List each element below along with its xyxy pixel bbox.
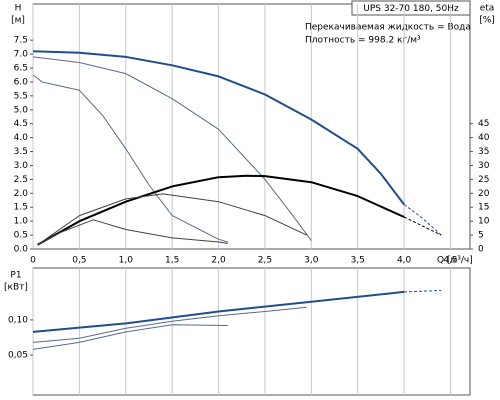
- y-tick-label: 2.5: [14, 175, 28, 185]
- y-tick-label: 4.0: [14, 133, 29, 143]
- y2-tick-label: 0: [478, 245, 484, 255]
- y-axis-label: [м]: [11, 16, 25, 26]
- y2-tick-label: 20: [478, 189, 490, 199]
- curve: [32, 306, 307, 343]
- x-tick-label: 1,0: [119, 256, 134, 266]
- y2-tick-label: 30: [478, 161, 490, 171]
- y-tick-label: 0.0: [14, 245, 29, 255]
- y2-tick-label: 40: [478, 133, 490, 143]
- y-tick-label: 0.5: [14, 231, 28, 241]
- y2-tick-label: 10: [478, 217, 490, 227]
- y2-tick-label: 35: [478, 147, 489, 157]
- y-tick-label: 5.0: [14, 105, 29, 115]
- x-tick-label: 2,5: [258, 256, 272, 266]
- y-tick-label: 3.5: [14, 147, 28, 157]
- x-tick-label: 1,5: [165, 256, 179, 266]
- curve: [404, 290, 442, 293]
- curve: [403, 204, 442, 236]
- curve: [32, 290, 405, 333]
- y-tick-label: 1.0: [14, 217, 29, 227]
- y-tick-label: 7.5: [14, 36, 28, 46]
- y2-tick-label: 15: [478, 203, 489, 213]
- curve: [403, 216, 442, 236]
- curve: [32, 56, 312, 241]
- y2-axis-label: [%]: [479, 16, 495, 26]
- title-box: [351, 0, 471, 16]
- y2-tick-label: 25: [478, 175, 489, 185]
- x-tick-label: 0,5: [72, 256, 86, 266]
- curve: [32, 50, 405, 206]
- y-tick-label: 1.5: [14, 203, 28, 213]
- y2-axis-label: eta: [480, 4, 495, 14]
- y2-tick-label: 5: [478, 231, 484, 241]
- curve: [32, 74, 228, 243]
- y-axis-label: H: [15, 4, 22, 14]
- y-tick-label: 2.0: [14, 189, 29, 199]
- x-tick-label: 0: [30, 256, 36, 266]
- y-axis-label: P1: [10, 271, 21, 281]
- y-tick-label: 3.0: [14, 161, 29, 171]
- x-axis-label: Q [м³/ч]: [437, 256, 473, 266]
- y-tick-label: 6.5: [14, 64, 28, 74]
- y-tick-label: 5.5: [14, 91, 28, 101]
- y-axis-label: [кВт]: [4, 283, 28, 293]
- x-tick-label: 2,0: [211, 256, 226, 266]
- y-tick-label: 6.0: [14, 77, 29, 87]
- y-tick-label: 0,05: [8, 351, 28, 361]
- y-tick-label: 0,10: [8, 315, 28, 325]
- y-tick-label: 4.5: [14, 119, 28, 129]
- x-tick-label: 4,0: [397, 256, 412, 266]
- curve: [37, 219, 228, 246]
- y-tick-label: 7.0: [14, 50, 29, 60]
- x-tick-label: 4,5: [443, 256, 457, 266]
- chart-title: UPS 32-70 180, 50Hz: [363, 4, 459, 14]
- annotation: Перекачиваемая жидкость = Вода: [305, 23, 471, 33]
- x-tick-label: 3,5: [351, 256, 365, 266]
- y2-tick-label: 45: [478, 119, 489, 129]
- curve: [37, 193, 307, 246]
- curve: [32, 324, 228, 350]
- curve: [37, 174, 405, 246]
- x-tick-label: 3,0: [304, 256, 319, 266]
- annotation: Плотность = 998.2 кг/м³: [305, 36, 421, 46]
